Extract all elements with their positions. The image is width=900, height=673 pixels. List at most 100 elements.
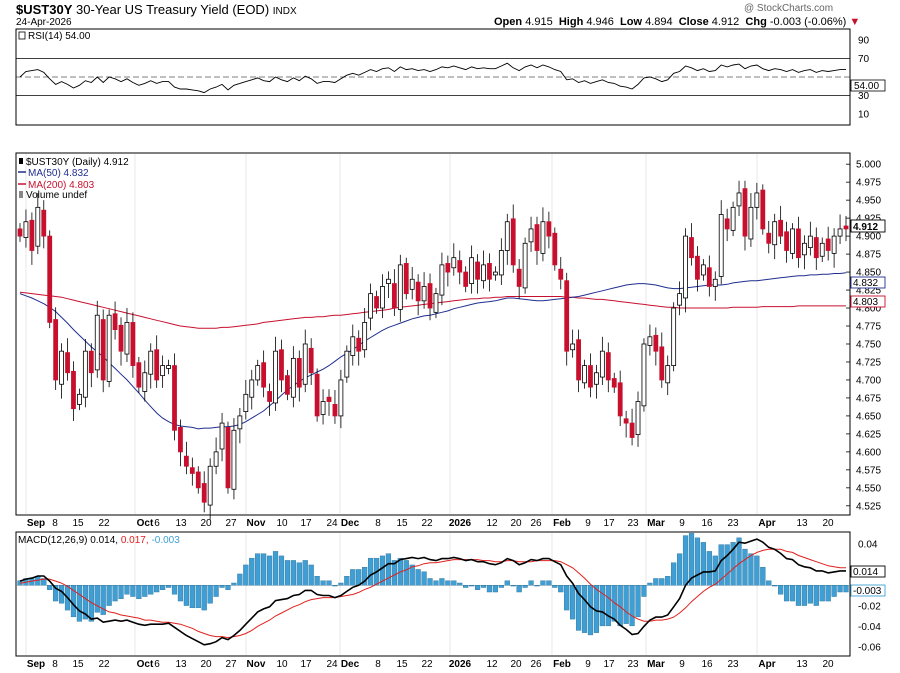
candle-body [528, 228, 534, 243]
macd-hist-bar [320, 580, 326, 586]
macd-hist-bar [564, 585, 570, 611]
candle-body [106, 314, 112, 382]
price-tick-label: 4.600 [856, 447, 881, 458]
last-price-box [850, 219, 886, 233]
x-tick-label: 13 [796, 659, 808, 670]
candle-body [635, 401, 641, 436]
candle-body [831, 235, 837, 254]
candle-body [166, 365, 171, 369]
candle-body [195, 471, 201, 489]
x-tick-label: 22 [98, 518, 110, 529]
candle-body [409, 278, 415, 290]
down-arrow-icon: ▼ [849, 16, 861, 28]
macd-hist-bar [338, 582, 344, 586]
macd-hist-bar [302, 560, 308, 586]
candle-body [778, 219, 784, 237]
macd-hist-bar [332, 585, 338, 587]
x-tick-label: 22 [421, 518, 433, 529]
macd-hist-bar [742, 548, 748, 586]
price-panel: 5.000 4.975 4.950 4.925 4.900 4.875 4.850 4.825… [15, 152, 886, 520]
rsi-guides [16, 58, 850, 96]
macd-hist-bar [635, 585, 641, 618]
candle-body [71, 370, 76, 410]
x-tick-label: 8 [52, 518, 58, 529]
candle-body [706, 267, 712, 287]
macd-hist-bar [362, 566, 368, 586]
macd-hist-bar [445, 580, 451, 586]
x-tick-label: 20 [510, 518, 522, 529]
x-tick-label: Apr [758, 659, 775, 670]
x-tick-label: 23 [627, 659, 639, 670]
x-tick-label: 24 [326, 518, 338, 529]
candle-body [427, 283, 433, 309]
candle-body [451, 257, 457, 269]
macd-hist-bar [195, 585, 201, 609]
macd-hist-bar [480, 585, 487, 588]
candle-body [374, 296, 379, 309]
chart-title: $UST30Y 30-Year US Treasury Yield (EOD) … [16, 2, 297, 17]
x-tick-label: 6 [154, 659, 160, 670]
rsi-tick-label: 30 [858, 91, 870, 102]
macd-hist-bar [344, 576, 350, 586]
candle-body [326, 396, 332, 402]
x-axis-price: Sep 8 15 22 Oct 6 13 20 27 Nov 10 17 24 Dec 8 15 22 2026 1… [27, 518, 834, 529]
candle-body [77, 393, 82, 405]
macd-hist-bar [255, 553, 261, 586]
candle-body [148, 350, 154, 375]
exchange: INDX [272, 6, 297, 17]
legend-ma200: MA(200) 4.803 [28, 180, 95, 191]
rsi-value-label: 54.00 [854, 81, 879, 92]
macd-hist-bar [409, 564, 415, 586]
macd-hist-bar [427, 578, 433, 586]
candle-body [267, 391, 272, 402]
x-tick-label: 15 [396, 659, 408, 670]
candle-body [142, 372, 148, 392]
candle-body [53, 319, 59, 381]
macd-hist-bar [379, 555, 386, 586]
price-frame [15, 152, 851, 516]
price-tick-label: 4.700 [856, 375, 881, 386]
macd-hist-bar [439, 578, 445, 586]
candle-body [558, 268, 564, 280]
x-axis-macd: Sep 8 15 22 Oct 6 13 20 27 Nov 10 17 24 Dec 8 15 22 2026 1… [27, 659, 834, 670]
x-tick-label: 2026 [449, 518, 472, 529]
x-tick-label: 22 [98, 659, 110, 670]
x-tick-label: 15 [72, 659, 84, 670]
candle-body [237, 415, 243, 430]
x-tick-label: 23 [627, 518, 639, 529]
watermark: @ StockCharts.com [744, 3, 834, 14]
macd-hist-bar [451, 580, 457, 586]
high-value: 4.946 [586, 16, 614, 28]
macd-hist-bar [754, 555, 760, 586]
macd-value-label: 0.014 [853, 567, 878, 578]
macd-hist-bar [130, 585, 136, 597]
macd-hist-bar [136, 585, 142, 599]
candle-body [695, 255, 700, 280]
low-value: 4.894 [645, 16, 673, 28]
candle-body [130, 322, 136, 366]
rsi-legend-icon [18, 31, 26, 40]
candle-body [279, 349, 284, 381]
x-tick-label: 20 [822, 659, 834, 670]
candle-body [546, 221, 552, 237]
candle-body [736, 192, 742, 207]
macd-axis: 0.04 -0.02 -0.04 -0.06 [858, 540, 881, 654]
macd-tick-label: 0.04 [858, 540, 878, 551]
macd-hist-bar [88, 585, 94, 622]
macd-hist-bar [766, 580, 772, 586]
candle-body [463, 271, 469, 287]
close-value: 4.912 [711, 16, 740, 28]
candle-body [225, 427, 231, 489]
macd-hist-bar [100, 585, 106, 615]
macd-hist-bar [421, 571, 427, 586]
macd-hist-bar [510, 585, 516, 587]
candle-body [219, 422, 225, 450]
macd-hist-bar [748, 553, 754, 586]
macd-hist-bar [183, 585, 189, 606]
macd-hist-bar [76, 585, 83, 622]
macd-hist-bar [522, 585, 528, 588]
x-tick-label: Apr [758, 518, 775, 529]
macd-hist-bar [795, 585, 802, 606]
price-tick-label: 4.775 [856, 322, 881, 333]
candle-body [843, 225, 849, 230]
